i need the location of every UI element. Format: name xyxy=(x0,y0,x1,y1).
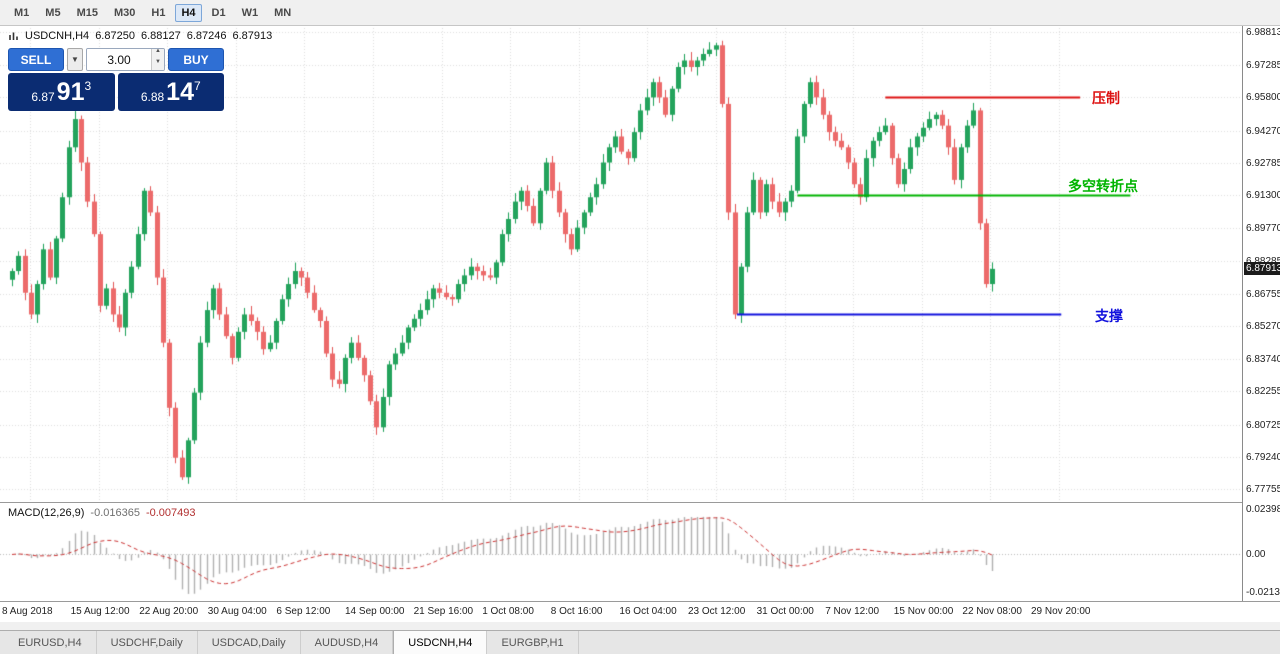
one-click-trading-panel: SELL ▼ ▲ ▼ BUY 6.87 91 3 6.8 xyxy=(8,48,224,111)
timeframe-m5[interactable]: M5 xyxy=(45,6,61,19)
timeframe-h4[interactable]: H4 xyxy=(175,3,202,22)
annotation-resistance-label[interactable]: 压制 xyxy=(1092,90,1120,106)
volume-decrease-button[interactable]: ▼ xyxy=(155,58,161,65)
price-axis-label: 6.85270 xyxy=(1246,320,1280,332)
macd-axis-label: -0.02137 xyxy=(1246,587,1280,598)
macd-main-value: -0.016365 xyxy=(90,507,140,519)
time-axis-label: 16 Oct 04:00 xyxy=(619,606,677,617)
sell-button[interactable]: SELL xyxy=(8,48,64,71)
tab-label: EURGBP,H1 xyxy=(501,636,564,649)
time-axis-label: 29 Nov 20:00 xyxy=(1031,606,1091,617)
volume-spinner: ▲ ▼ xyxy=(151,49,164,70)
annotation-support-label[interactable]: 支撑 xyxy=(1095,308,1123,324)
buy-price-sup: 7 xyxy=(193,79,201,93)
chart-tab-bar: EURUSD,H4 USDCHF,Daily USDCAD,Daily AUDUSD,… xyxy=(0,630,1280,654)
buy-price-display[interactable]: 6.88 14 7 xyxy=(117,73,224,111)
macd-axis-label: 0.00 xyxy=(1246,549,1266,560)
buy-price-prefix: 6.88 xyxy=(140,90,165,104)
time-axis-label: 8 Aug 2018 xyxy=(2,606,53,617)
price-axis-label: 6.83740 xyxy=(1246,354,1280,366)
price-axis-label: 6.80725 xyxy=(1246,419,1280,431)
time-axis-label: 6 Sep 12:00 xyxy=(276,606,331,617)
tab-audusd-h4[interactable]: AUDUSD,H4 xyxy=(301,631,394,654)
timeframe-w1[interactable]: W1 xyxy=(241,6,259,19)
sell-price-display[interactable]: 6.87 91 3 xyxy=(8,73,115,111)
macd-indicator-label: MACD(12,26,9) -0.016365 -0.007493 xyxy=(8,507,196,519)
price-axis-label: 6.98813 xyxy=(1246,27,1280,38)
macd-signal-value: -0.007493 xyxy=(145,507,196,519)
timeframe-h1[interactable]: H1 xyxy=(151,6,166,19)
time-axis-label: 31 Oct 00:00 xyxy=(756,606,814,617)
sell-price-big: 91 xyxy=(56,77,85,106)
buy-button[interactable]: BUY xyxy=(168,48,224,71)
time-axis-label: 21 Sep 16:00 xyxy=(413,606,474,617)
chart-ohlc-info: USDCNH,H4 6.87250 6.88127 6.87246 6.8791… xyxy=(8,30,272,42)
chart-symbol-period: USDCNH,H4 xyxy=(25,30,90,42)
price-axis-label: 6.88285 xyxy=(1246,256,1280,267)
tab-label: USDCHF,Daily xyxy=(110,636,183,649)
volume-increase-button[interactable]: ▲ xyxy=(155,48,161,54)
tab-label: AUDUSD,H4 xyxy=(314,636,379,649)
timeframe-d1[interactable]: D1 xyxy=(211,6,226,19)
volume-input[interactable] xyxy=(87,49,151,70)
time-axis-label: 30 Aug 04:00 xyxy=(207,606,267,617)
time-axis-label: 22 Aug 20:00 xyxy=(139,606,199,617)
price-axis-label: 6.89770 xyxy=(1246,223,1280,235)
price-axis-label: 6.95800 xyxy=(1246,92,1280,104)
sell-price-prefix: 6.87 xyxy=(31,90,55,104)
time-axis-label: 14 Sep 00:00 xyxy=(345,606,405,617)
sell-price-sup: 3 xyxy=(84,79,92,93)
current-price-badge: 6.87913 xyxy=(1244,261,1280,275)
timeframe-m15[interactable]: M15 xyxy=(76,6,98,19)
trade-options-dropdown[interactable]: ▼ xyxy=(67,48,83,71)
chart-close: 6.87913 xyxy=(232,30,273,42)
tab-eurgbp-h1[interactable]: EURGBP,H1 xyxy=(487,631,579,654)
volume-field: ▲ ▼ xyxy=(86,48,165,71)
chart-window: USDCNH,H4 6.87250 6.88127 6.87246 6.8791… xyxy=(0,26,1280,622)
price-axis[interactable]: 6.87913 6.98813 6.97285 6.95800 6.94270 6.92… xyxy=(1242,26,1280,601)
tab-usdchf-daily[interactable]: USDCHF,Daily xyxy=(97,631,198,654)
price-axis-label: 6.86755 xyxy=(1246,288,1280,300)
time-axis-label: 8 Oct 16:00 xyxy=(550,606,603,617)
chart-open: 6.87250 xyxy=(95,30,135,42)
macd-canvas[interactable] xyxy=(0,503,1242,601)
time-axis-label: 1 Oct 08:00 xyxy=(482,606,534,617)
macd-name: MACD(12,26,9) xyxy=(8,507,85,519)
buy-price-big: 14 xyxy=(166,77,194,106)
chart-low: 6.87246 xyxy=(186,30,227,42)
panel-separator[interactable] xyxy=(0,502,1280,503)
timeframe-toolbar: M1 M5 M15 M30 H1 H4 D1 W1 MN xyxy=(0,0,1280,26)
chart-high: 6.88127 xyxy=(140,30,181,42)
time-axis-label: 7 Nov 12:00 xyxy=(825,606,880,617)
tab-usdcad-daily[interactable]: USDCAD,Daily xyxy=(198,631,301,654)
price-axis-label: 6.97285 xyxy=(1246,60,1280,72)
tab-label: EURUSD,H4 xyxy=(18,636,82,649)
tab-label: USDCAD,Daily xyxy=(211,636,286,649)
panel-separator xyxy=(0,601,1280,602)
price-axis-label: 6.91300 xyxy=(1246,190,1280,202)
tab-label: USDCNH,H4 xyxy=(408,636,473,649)
timeframe-mn[interactable]: MN xyxy=(274,6,292,19)
time-axis-label: 15 Nov 00:00 xyxy=(893,606,954,617)
time-axis-label: 23 Oct 12:00 xyxy=(688,606,746,617)
time-axis-label: 22 Nov 08:00 xyxy=(962,606,1022,617)
price-axis-label: 6.94270 xyxy=(1246,125,1280,137)
time-axis-label: 15 Aug 12:00 xyxy=(70,606,130,617)
tab-usdcnh-h4[interactable]: USDCNH,H4 xyxy=(393,631,488,654)
chart-icon xyxy=(8,31,19,42)
price-axis-label: 6.92785 xyxy=(1246,157,1280,169)
timeframe-m1[interactable]: M1 xyxy=(14,6,30,19)
time-axis[interactable]: 8 Aug 2018 15 Aug 12:00 22 Aug 20:00 30 Aug… xyxy=(0,602,1242,622)
tab-eurusd-h4[interactable]: EURUSD,H4 xyxy=(4,631,97,654)
timeframe-m30[interactable]: M30 xyxy=(113,6,136,19)
annotation-pivot-label[interactable]: 多空转折点 xyxy=(1068,178,1138,194)
price-axis-label: 6.82255 xyxy=(1246,386,1280,398)
price-axis-label: 6.79240 xyxy=(1246,451,1280,463)
macd-axis-label: 0.02398 xyxy=(1246,504,1280,515)
chevron-down-icon: ▼ xyxy=(71,55,79,64)
price-axis-label: 6.77755 xyxy=(1246,484,1280,496)
